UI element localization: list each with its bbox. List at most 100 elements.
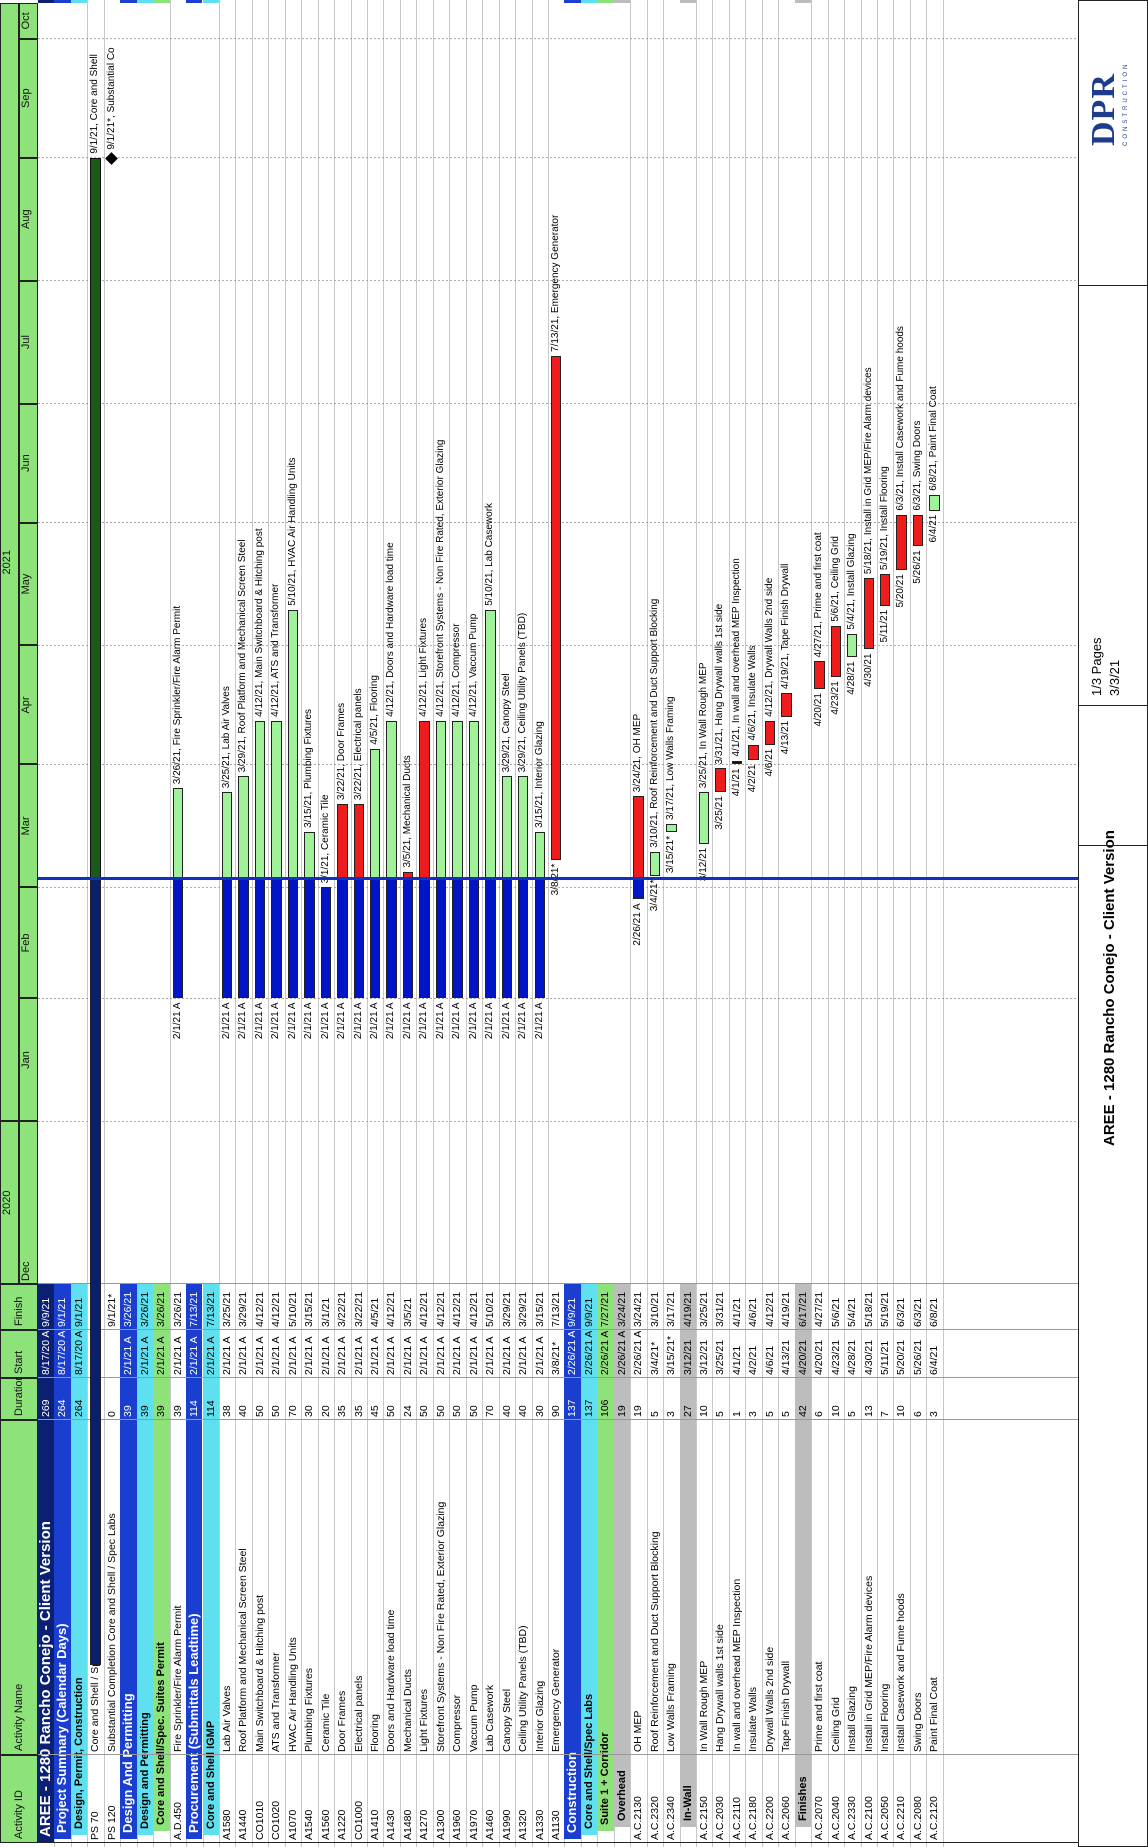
bar-start-label: 2/1/21 A [434, 1002, 446, 1040]
bar-start-label: 2/1/21 A [237, 1002, 249, 1040]
bar-label: 3/29/21, Roof Platform and Mechanical Sc… [237, 539, 249, 773]
bar-label: 4/12/21, ATS and Transformer [270, 583, 282, 717]
bar-label: 9/1/21, Core and Shell [89, 54, 101, 154]
bar-critical [896, 514, 907, 571]
bar-actual [534, 879, 545, 999]
bar-actual [370, 879, 381, 999]
bar-label: 3/26/21, Fire Sprinkler/Fire Alarm Permi… [171, 605, 183, 785]
bar-label: 7/13/21, Emergency Generator [549, 214, 561, 352]
footer-divider [1079, 845, 1148, 846]
bar-actual [633, 879, 644, 900]
bar-label: 3/31/21, Hang Drywall walls 1st side [714, 603, 726, 765]
bar-actual [254, 879, 266, 999]
bar-remaining [666, 823, 677, 832]
bar-label: 3/1/21, Ceramic Tile [319, 794, 331, 884]
bar-label: 3/10/21, Roof Reinforcement and Duct Sup… [648, 598, 660, 848]
bar-label: 3/17/21, Low Walls Framing [665, 696, 677, 820]
bar-critical [830, 625, 842, 678]
bar-label: 5/10/21, HVAC Air Handling Units [286, 457, 298, 606]
bar-label: 3/25/21, In Wall Rough MEP [698, 662, 709, 789]
bar-start-label: 3/25/21 [714, 796, 726, 830]
bar-remaining [929, 494, 940, 511]
bar-remaining [501, 776, 513, 880]
bar-critical [550, 355, 562, 860]
bar-critical [748, 744, 759, 761]
bar-start-label: 2/1/21 A [500, 1002, 512, 1040]
bar-label: 3/5/21, Mechanical Ducts [401, 755, 413, 868]
bar-start-label: 2/1/21 A [467, 1002, 479, 1040]
bar-start-label: 2/1/21 A [401, 1002, 413, 1040]
bar-start-label: 2/1/21 A [270, 1002, 282, 1040]
bar-remaining [172, 788, 184, 880]
bar-remaining [534, 831, 545, 880]
bar-label: 3/15/21, Plumbing Fixtures [303, 708, 315, 828]
bar-label: 5/18/21, Install in Grid MEP/Fire Alarm … [862, 367, 874, 575]
bar-critical [419, 720, 430, 880]
bar-actual [320, 887, 332, 999]
bar-critical [353, 804, 364, 880]
data-date-line [38, 877, 1078, 881]
footer-title: AREE - 1280 Rancho Conejo - Client Versi… [1101, 830, 1118, 1146]
bar-start-label: 2/1/21 A [253, 1002, 265, 1040]
bar-actual [435, 879, 447, 999]
bar-label: 3/29/21, Canopy Steel [500, 673, 512, 773]
bar-remaining [435, 720, 447, 880]
bar-label: 6/3/21, Swing Doors [911, 420, 923, 511]
milestone-label: 9/1/21*, Substantial Co [105, 47, 117, 150]
bar-actual [353, 879, 364, 999]
bar-critical [863, 578, 874, 650]
bar-label: 5/10/21, Lab Casework [484, 502, 496, 606]
bar-start-label: 4/13/21 [780, 720, 792, 755]
bar-actual [452, 879, 463, 999]
bar-label: 4/12/21, Doors and Hardware load time [385, 542, 397, 717]
bar-label: 4/5/21, Flooring [369, 675, 380, 745]
bar-start-label: 4/23/21 [829, 681, 841, 715]
bar-start-label: 2/1/21 A [303, 1002, 315, 1040]
bar-start-label: 2/1/21 A [533, 1002, 545, 1040]
bar-actual [287, 879, 299, 999]
bar-label: 4/12/21, Compressor [451, 623, 463, 717]
bar-actual [337, 879, 348, 999]
bar-label: 4/12/21, Light Fixtures [418, 617, 430, 717]
bar-critical [879, 574, 891, 606]
bar-start-label: 2/1/21 A [336, 1002, 348, 1040]
bar-actual [172, 879, 184, 999]
bar-actual [386, 879, 397, 999]
bar-start-label: 2/1/21 A [171, 1002, 183, 1040]
bar-label: 4/12/21, Storefront Systems - Non Fire R… [434, 439, 446, 717]
bar-start-label: 2/1/21 A [385, 1002, 397, 1040]
footer-divider [1079, 285, 1148, 286]
bar-actual [485, 879, 496, 999]
bar-remaining [518, 776, 529, 880]
bar-critical [337, 804, 348, 880]
logo-subtext: CONSTRUCTION [1123, 61, 1129, 146]
dpr-logo: DPR CONSTRUCTION [1085, 62, 1129, 146]
bar-start-label: 2/1/21 A [286, 1002, 298, 1040]
bar-label: 4/12/21, Main Switchboard & Hitching pos… [253, 528, 265, 717]
bar-actual [221, 879, 233, 999]
bar-actual [238, 879, 249, 999]
bar-start-label: 4/30/21 [862, 653, 874, 687]
bar-start-label: 3/12/21 [698, 847, 709, 882]
bar-start-label: 4/2/21 [747, 764, 759, 793]
bar-label: 6/3/21, Install Casework and Fume hoods [895, 326, 907, 511]
bar-actual [501, 879, 513, 999]
bar-critical [912, 514, 924, 547]
bar-start-label: 4/28/21 [846, 661, 858, 695]
bar-remaining [287, 609, 299, 880]
bar-remaining [452, 720, 463, 880]
bar-label: 3/15/21, Interior Glazing [533, 721, 545, 828]
bar-critical [814, 661, 825, 690]
bar-label: 5/19/21, Install Flooring [878, 466, 890, 571]
bar-start-label: 5/26/21 [911, 550, 923, 584]
bar-inspection [731, 761, 743, 765]
bar-start-label: 4/20/21 [813, 693, 825, 727]
bar-remaining [485, 609, 496, 880]
bar-label: 3/22/21, Electrical panels [352, 688, 364, 801]
bar-critical [781, 693, 792, 717]
bar-critical [633, 796, 644, 880]
bar-start-label: 4/6/21 [763, 748, 775, 777]
bar-label: 3/29/21, Ceiling Utility Panels (TBD) [517, 612, 529, 773]
page-footer: AREE - 1280 Rancho Conejo - Client Versi… [1078, 0, 1148, 1847]
